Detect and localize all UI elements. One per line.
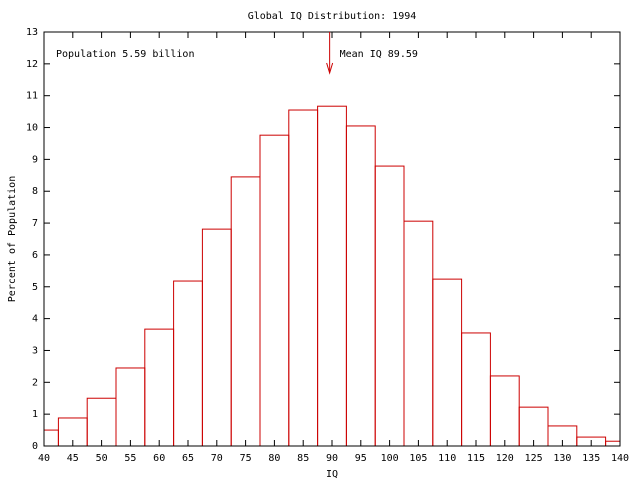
x-tick-label: 115 [467, 453, 485, 464]
x-axis-label: IQ [326, 469, 338, 480]
x-tick-label: 110 [438, 453, 456, 464]
x-tick-label: 100 [381, 453, 399, 464]
y-tick-label: 7 [32, 218, 38, 229]
x-tick-label: 95 [355, 453, 367, 464]
x-tick-label: 140 [611, 453, 629, 464]
x-tick-label: 135 [582, 453, 600, 464]
x-tick-label: 55 [124, 453, 136, 464]
y-tick-label: 3 [32, 345, 38, 356]
y-tick-label: 10 [26, 123, 38, 134]
x-tick-label: 120 [496, 453, 514, 464]
x-tick-label: 105 [409, 453, 427, 464]
x-tick-label: 130 [553, 453, 571, 464]
annotation: Population 5.59 billion [56, 49, 194, 60]
x-tick-label: 90 [326, 453, 338, 464]
y-tick-label: 12 [26, 59, 38, 70]
y-tick-label: 0 [32, 441, 38, 452]
x-tick-label: 65 [182, 453, 194, 464]
x-tick-label: 125 [525, 453, 543, 464]
x-tick-label: 80 [268, 453, 280, 464]
y-tick-label: 6 [32, 250, 38, 261]
y-tick-label: 13 [26, 27, 38, 38]
x-tick-label: 40 [38, 453, 50, 464]
chart-title: Global IQ Distribution: 1994 [248, 11, 417, 22]
x-tick-label: 50 [96, 453, 108, 464]
y-tick-label: 2 [32, 377, 38, 388]
y-axis-label: Percent of Population [7, 176, 18, 302]
x-tick-label: 75 [240, 453, 252, 464]
x-tick-label: 45 [67, 453, 79, 464]
y-tick-label: 9 [32, 154, 38, 165]
y-tick-label: 11 [26, 91, 38, 102]
mean-arrowhead [326, 62, 334, 75]
annotation: Mean IQ 89.59 [340, 49, 418, 60]
x-tick-label: 85 [297, 453, 309, 464]
y-tick-label: 5 [32, 282, 38, 293]
x-tick-label: 60 [153, 453, 165, 464]
y-tick-label: 1 [32, 409, 38, 420]
x-tick-label: 70 [211, 453, 223, 464]
y-tick-label: 8 [32, 186, 38, 197]
y-tick-label: 4 [32, 314, 38, 325]
